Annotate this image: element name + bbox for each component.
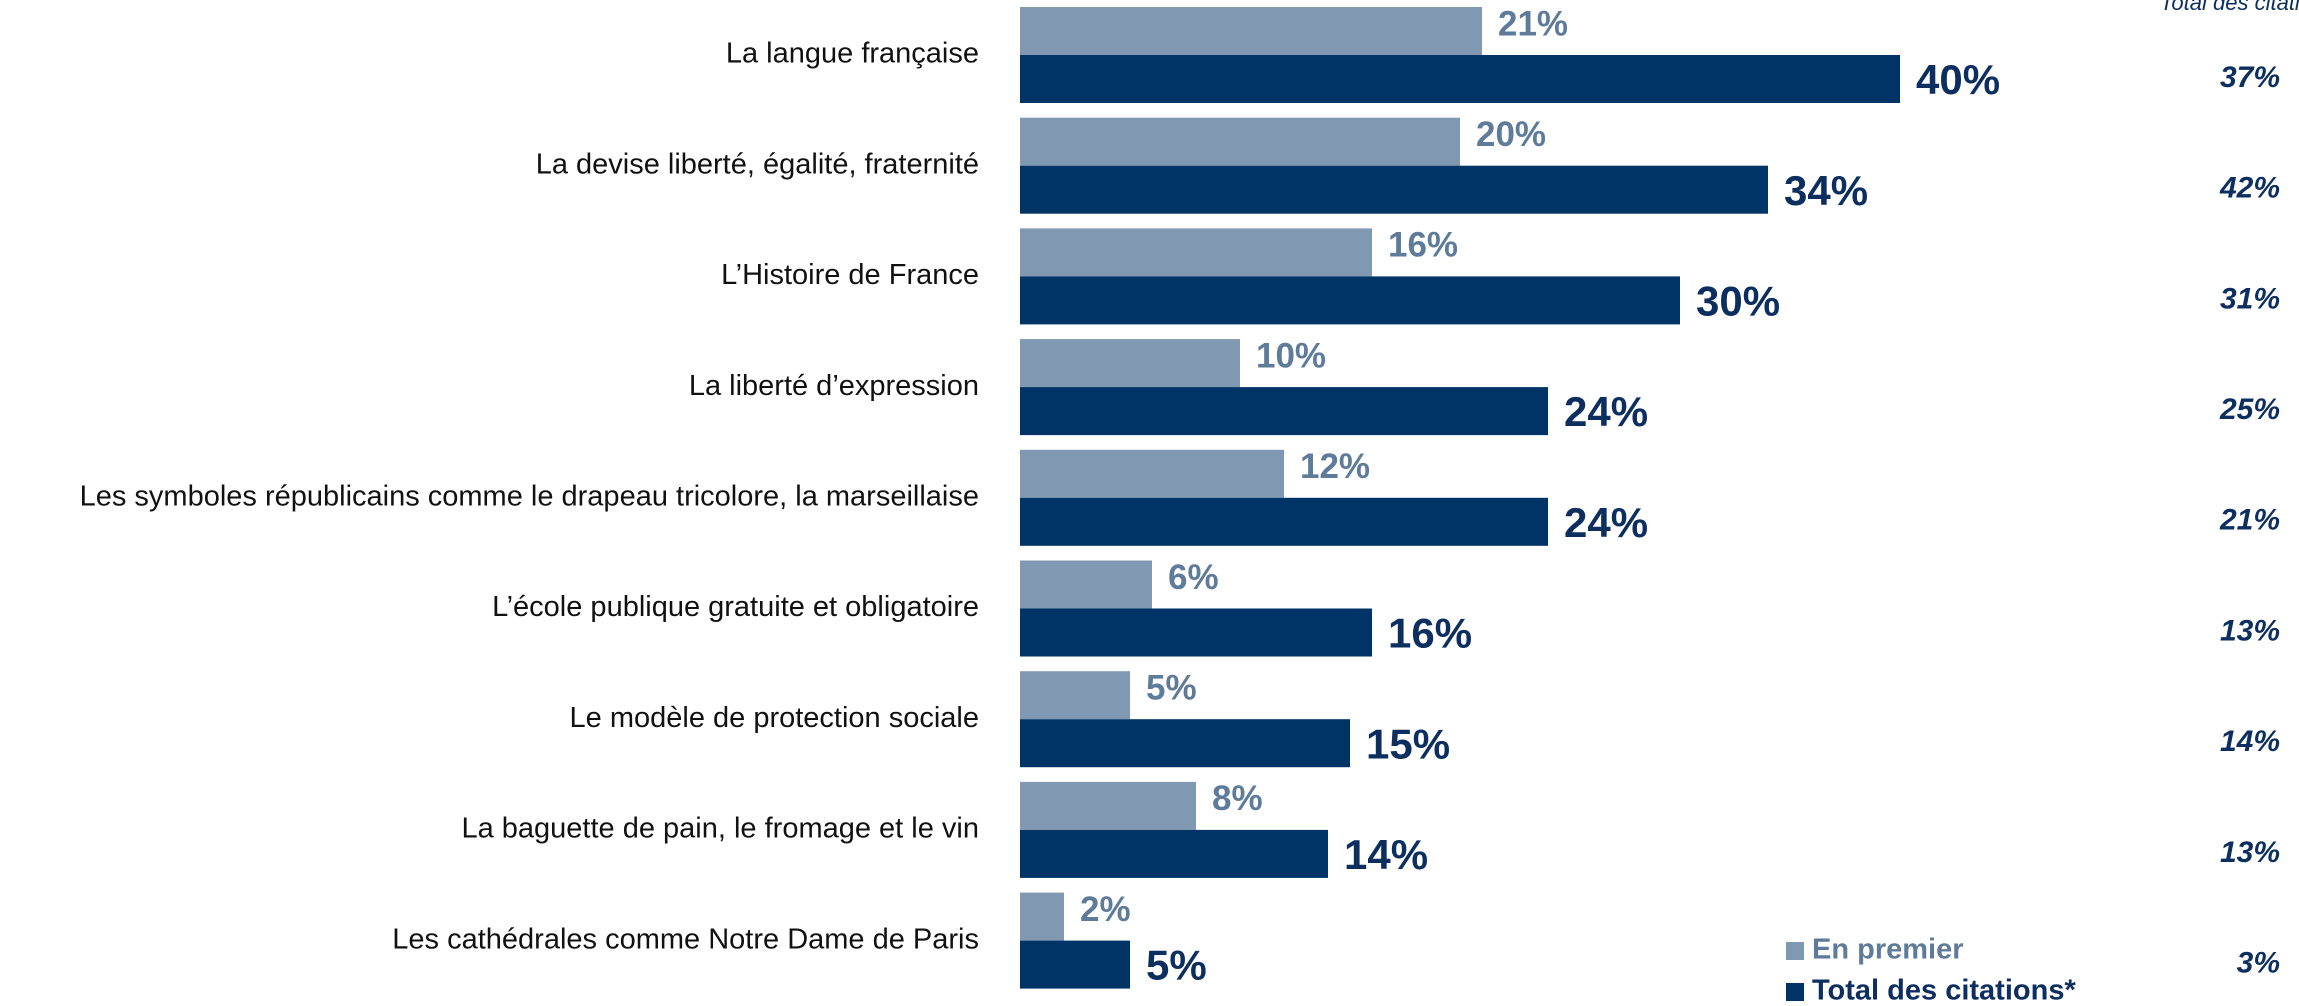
value-label: 34% — [1784, 167, 1868, 214]
category-label: La langue française — [726, 38, 979, 70]
bar — [1020, 165, 1768, 214]
comparison-value: 3% — [2237, 947, 2280, 980]
bar — [1020, 829, 1328, 878]
value-label: 16% — [1388, 610, 1472, 657]
category-label: L’école publique gratuite et obligatoire — [492, 591, 979, 623]
value-label: 5% — [1146, 942, 1207, 989]
bar — [1020, 339, 1240, 388]
bar — [1020, 940, 1130, 989]
value-label: 20% — [1476, 115, 1546, 154]
category-label: Les symboles républicains comme le drape… — [80, 480, 979, 512]
bar — [1020, 228, 1372, 277]
comparison-value: 25% — [2219, 393, 2280, 426]
comparison-value: 14% — [2220, 725, 2280, 758]
value-label: 30% — [1696, 277, 1780, 324]
value-label: 15% — [1366, 720, 1450, 767]
value-label: 14% — [1344, 831, 1428, 878]
bar — [1020, 608, 1372, 657]
bar — [1020, 497, 1548, 546]
value-label: 21% — [1498, 4, 1568, 43]
legend-label: Total des citations* — [1812, 975, 2076, 1006]
category-label: Les cathédrales comme Notre Dame de Pari… — [392, 923, 979, 955]
value-label: 10% — [1256, 336, 1326, 375]
bar — [1020, 55, 1900, 103]
bar — [1020, 671, 1130, 720]
category-label: La liberté d’expression — [689, 370, 979, 402]
value-label: 24% — [1564, 499, 1648, 546]
comparison-value: 13% — [2220, 614, 2280, 647]
comparison-value: 42% — [2219, 172, 2280, 205]
value-label: 24% — [1564, 388, 1648, 435]
comparison-value: 13% — [2220, 836, 2280, 869]
value-label: 5% — [1146, 668, 1197, 707]
category-label: L’Histoire de France — [721, 259, 979, 291]
value-label: 2% — [1080, 890, 1131, 929]
category-label: La baguette de pain, le fromage et le vi… — [461, 813, 979, 845]
bar — [1020, 560, 1152, 609]
bar — [1020, 7, 1482, 55]
comparison-value: 21% — [2219, 504, 2280, 537]
value-label: 16% — [1388, 226, 1458, 265]
legend-label: En premier — [1812, 934, 1964, 966]
bar — [1020, 117, 1460, 166]
comparison-value: 31% — [2220, 282, 2280, 315]
value-label: 8% — [1212, 779, 1263, 818]
category-label: La devise liberté, égalité, fraternité — [536, 148, 979, 180]
bar — [1020, 387, 1548, 436]
bar — [1020, 276, 1680, 325]
value-label: 6% — [1168, 558, 1219, 597]
category-label: Le modèle de protection sociale — [570, 702, 979, 734]
legend-swatch — [1786, 942, 1804, 960]
bar — [1020, 892, 1064, 941]
value-label: 40% — [1916, 56, 2000, 103]
comparison-header: Total des citations — [2160, 0, 2299, 15]
comparison-value: 37% — [2220, 61, 2280, 94]
bar — [1020, 449, 1284, 498]
legend-swatch — [1786, 983, 1804, 1001]
bar — [1020, 781, 1196, 830]
bar — [1020, 719, 1350, 768]
value-label: 12% — [1300, 447, 1370, 486]
